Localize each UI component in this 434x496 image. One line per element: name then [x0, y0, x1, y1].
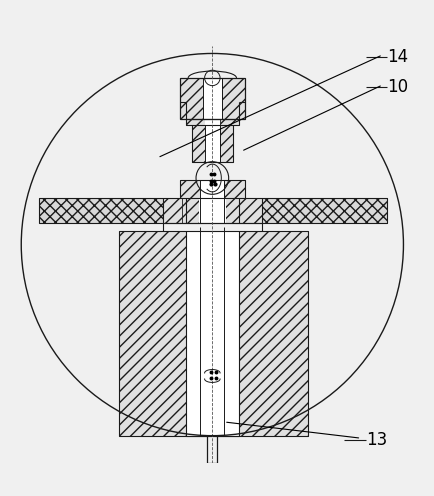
Polygon shape: [163, 198, 242, 223]
Polygon shape: [220, 119, 238, 125]
Polygon shape: [180, 78, 202, 119]
Polygon shape: [221, 78, 244, 119]
Polygon shape: [238, 231, 307, 436]
Text: 13: 13: [365, 432, 386, 449]
Bar: [204, 125, 220, 162]
Polygon shape: [182, 198, 261, 223]
Polygon shape: [224, 180, 244, 198]
Polygon shape: [191, 125, 204, 162]
Polygon shape: [39, 198, 163, 223]
Bar: [202, 78, 221, 119]
Polygon shape: [180, 180, 200, 198]
Bar: [200, 180, 224, 198]
Text: 14: 14: [386, 48, 408, 66]
Bar: [185, 231, 238, 436]
Polygon shape: [118, 231, 185, 436]
Polygon shape: [220, 125, 233, 162]
Polygon shape: [261, 198, 386, 223]
Bar: [204, 119, 220, 125]
Polygon shape: [185, 119, 204, 125]
Text: 10: 10: [386, 78, 408, 96]
Bar: [199, 198, 225, 223]
